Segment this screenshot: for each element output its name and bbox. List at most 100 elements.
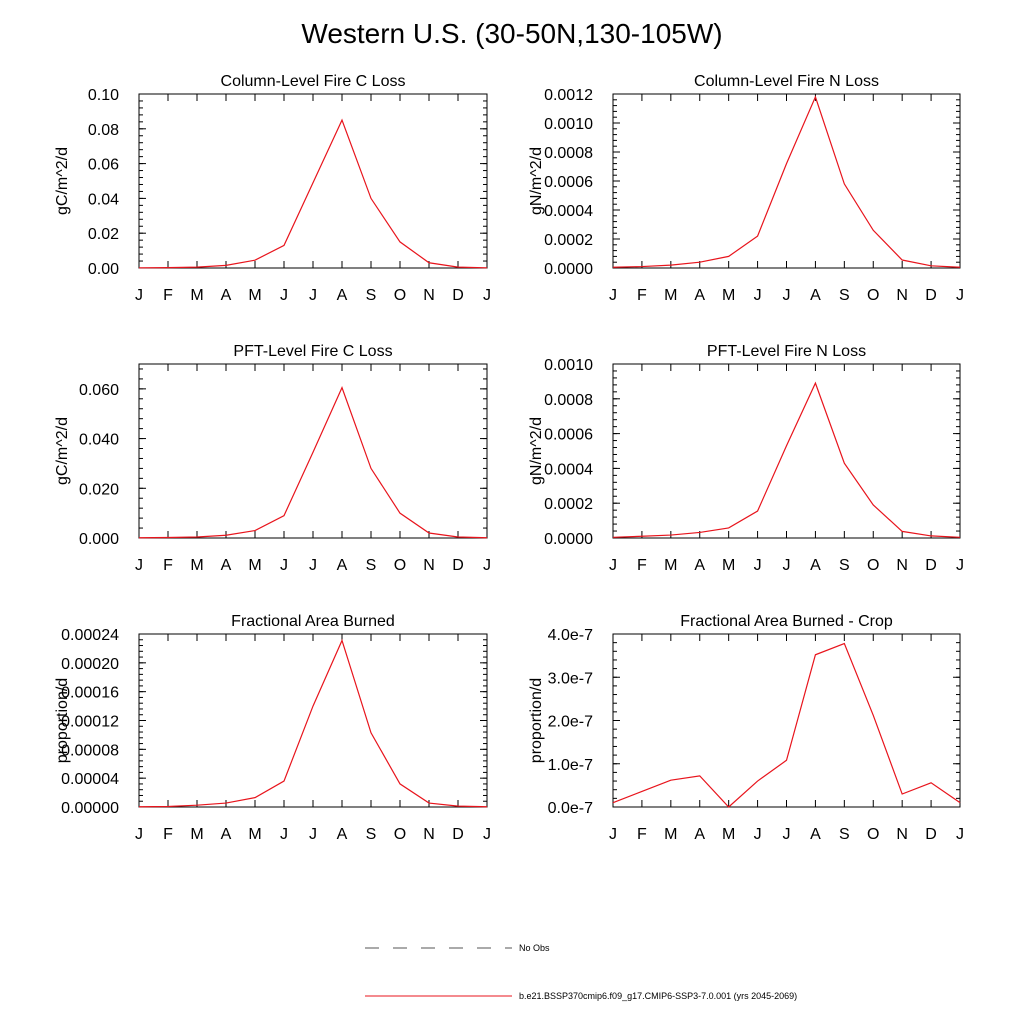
x-tick-label: A [810, 287, 821, 304]
x-tick-label: A [694, 826, 705, 843]
x-tick-label: M [190, 557, 203, 574]
y-tick-label: 3.0e-7 [548, 670, 593, 687]
plot-frame [138, 93, 488, 269]
y-tick-label: 2.0e-7 [548, 714, 593, 731]
series-line-1 [612, 381, 961, 538]
x-tick-label: J [783, 557, 791, 574]
x-tick-label: O [867, 826, 879, 843]
y-tick-label: 0.0002 [544, 496, 593, 513]
x-tick-label: J [280, 287, 288, 304]
x-tick-label: J [609, 287, 617, 304]
chart-panel-6: Fractional Area Burned - Crop proportion/… [528, 613, 964, 843]
plot-frame [138, 633, 488, 808]
y-tick-label: 0.0000 [544, 531, 593, 548]
x-tick-label: J [135, 557, 143, 574]
y-tick-label: 0.0008 [544, 145, 593, 162]
plot-frame [612, 93, 961, 269]
x-tick-label: A [337, 287, 348, 304]
y-tick-label: 0.0000 [544, 261, 593, 278]
y-axis-label: gC/m^2/d [54, 147, 71, 215]
x-tick-label: S [366, 287, 377, 304]
x-tick-label: J [956, 557, 964, 574]
y-tick-label: 0.00000 [61, 800, 119, 817]
y-tick-label: 0.0010 [544, 116, 593, 133]
x-tick-label: M [722, 557, 735, 574]
y-tick-label: 0.10 [88, 87, 119, 104]
y-tick-label: 0.00008 [61, 742, 119, 759]
y-tick-label: 0.0006 [544, 427, 593, 444]
x-tick-label: F [163, 826, 173, 843]
y-tick-label: 0.060 [79, 382, 119, 399]
x-tick-label: J [754, 826, 762, 843]
x-tick-label: A [694, 557, 705, 574]
x-tick-label: A [810, 557, 821, 574]
x-tick-label: D [452, 557, 464, 574]
y-tick-label: 0.0e-7 [548, 800, 593, 817]
x-tick-label: F [637, 557, 647, 574]
x-tick-label: S [839, 287, 850, 304]
x-tick-label: F [637, 287, 647, 304]
x-tick-label: O [394, 826, 406, 843]
y-tick-label: 0.040 [79, 432, 119, 449]
x-tick-label: J [135, 287, 143, 304]
x-tick-label: J [135, 826, 143, 843]
x-tick-label: J [609, 557, 617, 574]
x-tick-label: N [896, 287, 908, 304]
x-tick-label: J [609, 826, 617, 843]
y-tick-label: 0.08 [88, 122, 119, 139]
x-tick-label: D [925, 557, 937, 574]
x-tick-label: A [221, 287, 232, 304]
series-line-1 [138, 386, 488, 539]
y-tick-label: 0.06 [88, 157, 119, 174]
x-tick-label: J [280, 557, 288, 574]
y-axis-label: proportion/d [528, 678, 545, 763]
x-tick-label: S [839, 826, 850, 843]
plot-frame [612, 633, 961, 808]
x-tick-label: A [337, 557, 348, 574]
y-tick-label: 4.0e-7 [548, 627, 593, 644]
x-tick-label: A [221, 557, 232, 574]
chart-title: Column-Level Fire N Loss [694, 73, 879, 90]
y-tick-label: 0.0008 [544, 392, 593, 409]
x-tick-label: M [248, 557, 261, 574]
y-tick-label: 0.000 [79, 531, 119, 548]
x-tick-label: M [722, 287, 735, 304]
y-tick-label: 0.0002 [544, 232, 593, 249]
y-tick-label: 0.04 [88, 191, 119, 208]
x-tick-label: S [366, 557, 377, 574]
series-line-1 [138, 638, 488, 808]
legend-label-no-obs: No Obs [519, 943, 550, 953]
x-tick-label: M [664, 826, 677, 843]
y-tick-label: 0.00020 [61, 656, 119, 673]
x-tick-label: J [956, 826, 964, 843]
x-tick-label: M [248, 287, 261, 304]
legend-label-model: b.e21.BSSP370cmip6.f09_g17.CMIP6-SSP3-7.… [519, 991, 797, 1001]
y-tick-label: 0.02 [88, 226, 119, 243]
x-tick-label: M [722, 826, 735, 843]
y-tick-label: 0.00016 [61, 685, 119, 702]
x-tick-label: F [163, 287, 173, 304]
y-tick-label: 1.0e-7 [548, 757, 593, 774]
y-tick-label: 0.00 [88, 261, 119, 278]
x-tick-label: O [394, 287, 406, 304]
x-tick-label: J [309, 557, 317, 574]
y-axis-label: gN/m^2/d [528, 147, 545, 215]
x-tick-label: O [867, 287, 879, 304]
x-tick-label: J [783, 287, 791, 304]
chart-title: Column-Level Fire C Loss [221, 73, 406, 90]
legend: No Obs b.e21.BSSP370cmip6.f09_g17.CMIP6-… [365, 943, 797, 1001]
x-tick-label: J [483, 826, 491, 843]
x-tick-label: D [452, 287, 464, 304]
y-tick-label: 0.0010 [544, 357, 593, 374]
x-tick-label: N [896, 557, 908, 574]
x-tick-label: N [423, 557, 435, 574]
x-tick-label: N [896, 826, 908, 843]
x-tick-label: J [754, 557, 762, 574]
x-tick-label: A [694, 287, 705, 304]
x-tick-label: M [190, 826, 203, 843]
